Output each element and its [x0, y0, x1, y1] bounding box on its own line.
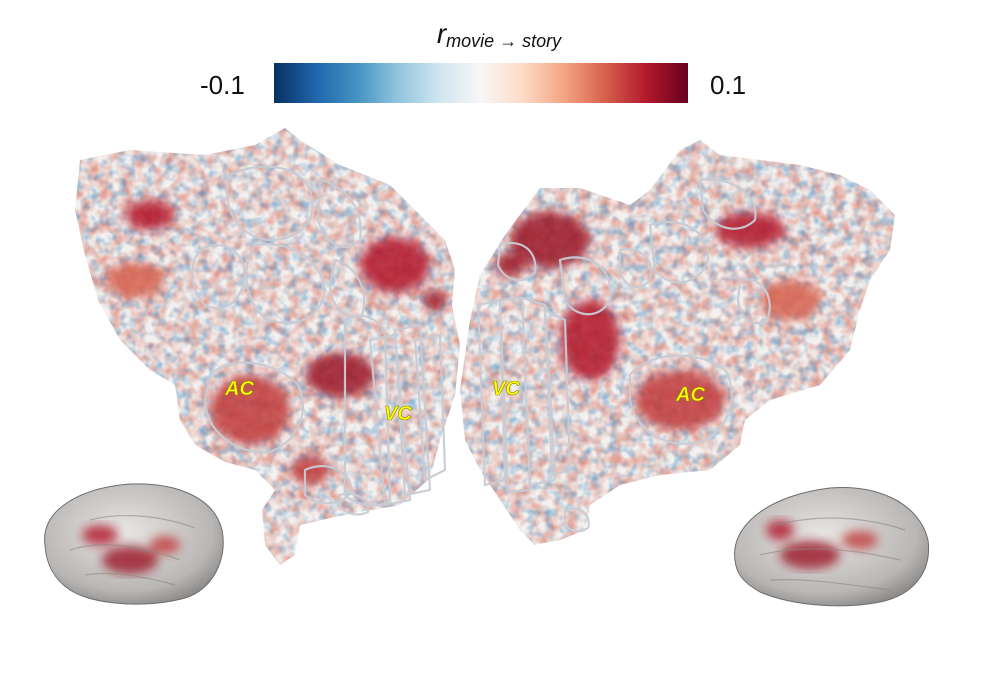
left-ac-label: AC [224, 378, 254, 400]
colorbar-title-main: r [436, 18, 447, 49]
right-ac-label: AC [675, 384, 705, 406]
colorbar-min-label: -0.1 [200, 70, 245, 100]
left-roi-outlines [191, 165, 447, 516]
left-inflated-brain [44, 483, 224, 605]
right-inflated-brain [734, 487, 930, 607]
colorbar-title: rmovie → story [0, 18, 998, 51]
colorbar-max-label: 0.1 [710, 70, 747, 100]
colorbar-title-subscript: movie → story [446, 31, 562, 51]
right-vc-label: VC [492, 378, 520, 400]
right-roi-outlines [476, 178, 771, 533]
left-vc-label: VC [384, 403, 412, 425]
colorbar [274, 63, 688, 103]
